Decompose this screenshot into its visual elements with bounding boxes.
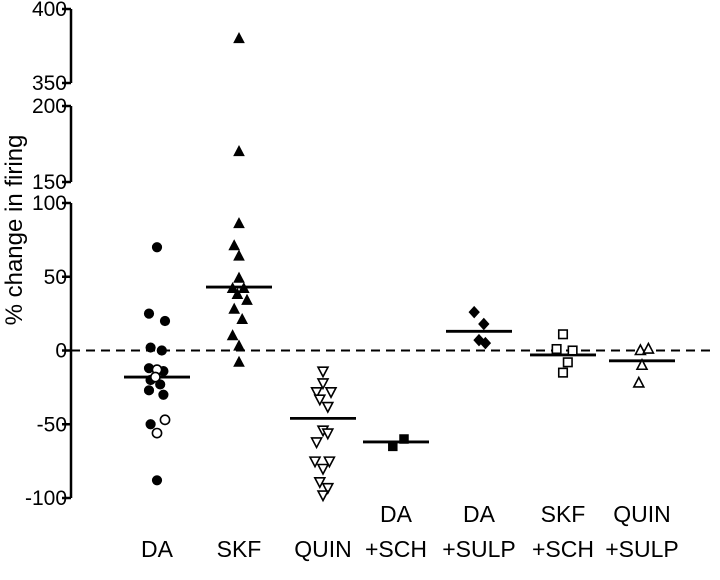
triangle-down-marker xyxy=(316,463,330,476)
y-tick-label: 100 xyxy=(32,192,67,215)
y-axis-label: % change in firing xyxy=(1,135,28,326)
triangle-up-marker xyxy=(241,293,253,305)
diamond-marker xyxy=(478,317,490,331)
category-label: +SULP xyxy=(605,536,679,562)
y-tick-label: 0 xyxy=(55,340,67,363)
triangle-up-marker xyxy=(231,287,244,299)
category-labels: DA SKF QUIN DA +SCH DA +SULP SKF +SCH QUIN +SULP xyxy=(141,501,679,562)
category-label: SKF xyxy=(541,501,586,527)
triangle-up-marker xyxy=(632,375,646,388)
y-tick-label: 400 xyxy=(32,0,67,21)
category-label: DA xyxy=(141,536,174,562)
triangle-down-marker xyxy=(321,428,335,441)
circle-marker xyxy=(143,385,155,396)
square-marker xyxy=(551,343,562,355)
triangle-down-marker xyxy=(316,378,330,391)
triangle-up-marker xyxy=(233,249,245,261)
circle-marker xyxy=(155,379,166,390)
triangle-up-marker xyxy=(226,281,239,294)
triangle-down-marker xyxy=(316,490,330,503)
triangle-down-marker xyxy=(324,386,338,400)
triangle-up-marker xyxy=(236,312,249,325)
triangle-down-marker xyxy=(321,482,335,495)
y-tick-label: 350 xyxy=(32,72,67,95)
square-marker xyxy=(567,345,578,356)
triangle-up-marker xyxy=(237,281,250,294)
square-marker xyxy=(562,357,573,368)
y-tick-label: -50 xyxy=(37,413,67,436)
triangle-down-marker xyxy=(323,456,336,469)
circle-marker xyxy=(159,414,171,426)
square-marker xyxy=(557,367,569,378)
category-label: QUIN xyxy=(613,501,671,527)
triangle-up-marker xyxy=(233,145,245,157)
triangle-up-marker xyxy=(233,339,245,351)
data-points xyxy=(143,32,655,503)
triangle-up-marker xyxy=(233,271,245,283)
triangle-up-marker xyxy=(228,302,241,314)
triangle-down-marker xyxy=(313,394,327,407)
square-marker xyxy=(399,434,409,444)
triangle-down-marker xyxy=(310,386,323,400)
category-label: +SULP xyxy=(442,536,516,562)
circle-marker xyxy=(145,342,156,353)
square-marker xyxy=(388,441,398,452)
triangle-down-marker xyxy=(321,401,335,414)
circle-marker xyxy=(143,308,155,319)
triangle-up-marker xyxy=(233,217,245,229)
triangle-up-marker xyxy=(635,358,649,371)
diamond-marker xyxy=(479,336,492,350)
circle-marker xyxy=(156,345,167,356)
y-tick-label: 200 xyxy=(32,95,67,118)
diamond-marker xyxy=(468,305,480,319)
circle-marker xyxy=(151,242,163,253)
category-label: QUIN xyxy=(294,536,352,562)
triangle-down-marker xyxy=(313,476,327,489)
triangle-up-marker xyxy=(233,355,245,367)
category-label: +SCH xyxy=(365,536,427,562)
category-label: +SCH xyxy=(532,536,594,562)
square-marker xyxy=(557,329,569,340)
y-tick-label: -100 xyxy=(25,487,67,510)
triangle-down-marker xyxy=(308,456,322,469)
category-label: SKF xyxy=(217,536,262,562)
y-tick-label: 150 xyxy=(32,171,67,194)
triangle-up-marker xyxy=(228,239,241,251)
triangle-down-marker xyxy=(316,366,330,379)
circle-marker xyxy=(151,427,163,439)
circle-marker xyxy=(159,315,171,327)
y-tick-label: 50 xyxy=(44,266,67,289)
circle-marker xyxy=(149,371,161,383)
category-label: DA xyxy=(380,501,413,527)
triangle-up-marker xyxy=(233,32,245,44)
triangle-up-marker xyxy=(642,341,655,354)
circle-marker xyxy=(151,475,163,486)
category-label: DA xyxy=(463,501,496,527)
triangle-down-marker xyxy=(310,437,323,450)
circle-marker xyxy=(158,389,169,400)
mean-bars xyxy=(124,285,675,444)
triangle-up-marker xyxy=(226,329,239,341)
triangle-up-marker xyxy=(634,343,647,356)
circle-marker xyxy=(145,419,156,430)
